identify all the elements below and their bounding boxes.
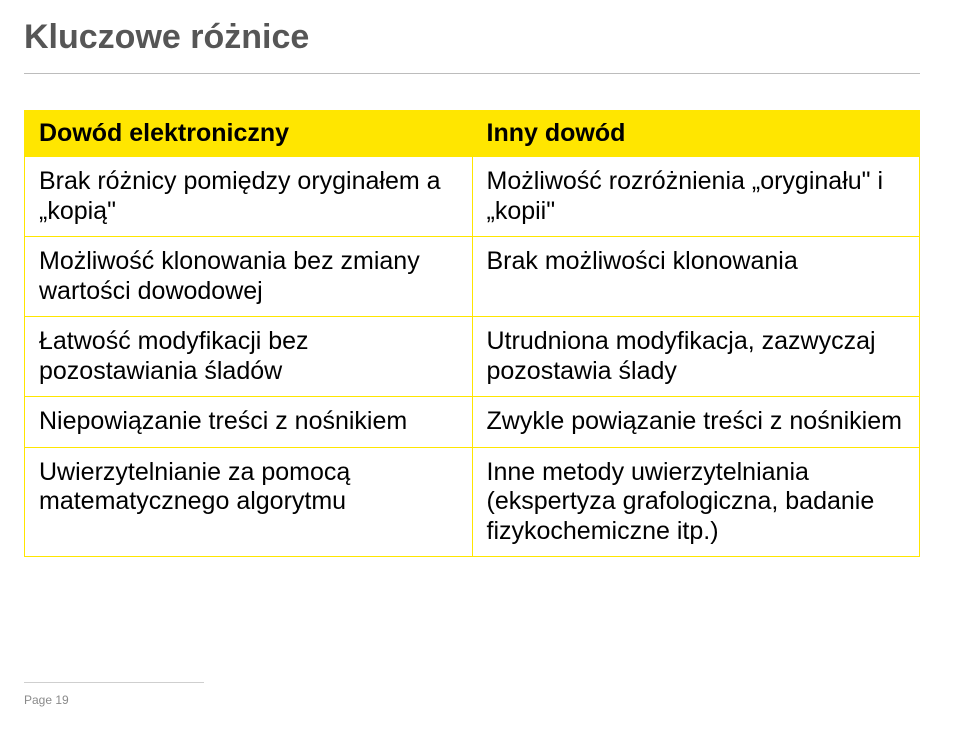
table-header-right: Inny dowód [472, 111, 920, 157]
table-cell: Łatwość modyfikacji bez pozostawiania śl… [25, 317, 473, 397]
table-cell: Brak możliwości klonowania [472, 237, 920, 317]
table-cell: Uwierzytelnianie za pomocą matematyczneg… [25, 447, 473, 557]
page-title: Kluczowe różnice [24, 18, 920, 57]
table-cell: Zwykle powiązanie treści z nośnikiem [472, 397, 920, 448]
table-row: Łatwość modyfikacji bez pozostawiania śl… [25, 317, 920, 397]
table-header-left: Dowód elektroniczny [25, 111, 473, 157]
table-cell: Utrudniona modyfikacja, zazwyczaj pozost… [472, 317, 920, 397]
table-row: Możliwość klonowania bez zmiany wartości… [25, 237, 920, 317]
comparison-table: Dowód elektroniczny Inny dowód Brak różn… [24, 110, 920, 557]
table-cell: Możliwość klonowania bez zmiany wartości… [25, 237, 473, 317]
table-cell: Możliwość rozróżnienia „oryginału" i „ko… [472, 157, 920, 237]
table-row: Niepowiązanie treści z nośnikiem Zwykle … [25, 397, 920, 448]
table-row: Brak różnicy pomiędzy oryginałem a „kopi… [25, 157, 920, 237]
table-row: Uwierzytelnianie za pomocą matematyczneg… [25, 447, 920, 557]
page-footer: Page 19 [24, 682, 204, 707]
table-cell: Inne metody uwierzytelniania (ekspertyza… [472, 447, 920, 557]
title-rule [24, 73, 920, 74]
table-cell: Niepowiązanie treści z nośnikiem [25, 397, 473, 448]
table-cell: Brak różnicy pomiędzy oryginałem a „kopi… [25, 157, 473, 237]
